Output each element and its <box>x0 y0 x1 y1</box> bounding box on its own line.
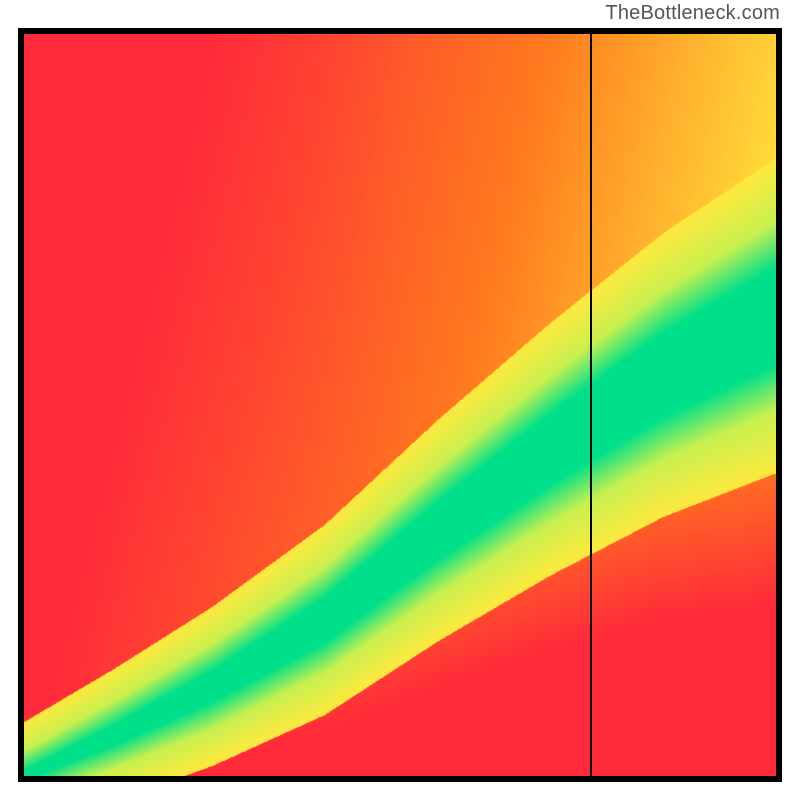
watermark-text: TheBottleneck.com <box>605 2 780 25</box>
vertical-marker-dot <box>588 28 594 34</box>
heatmap-canvas <box>24 34 776 776</box>
vertical-marker-line <box>590 34 592 776</box>
chart-frame <box>18 28 782 782</box>
